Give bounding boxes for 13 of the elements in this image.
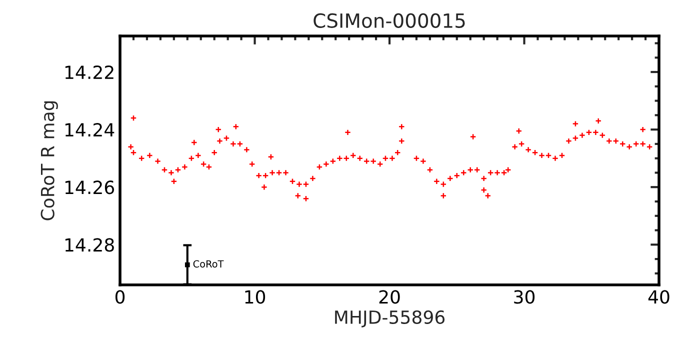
x-tick-label: 40 — [648, 290, 670, 304]
y-tick-label: 14.28 — [65, 238, 114, 252]
y-axis-title: CoRoT R mag — [40, 101, 58, 220]
x-tick-label: 0 — [115, 290, 125, 304]
y-tick-label: 14.26 — [65, 180, 114, 194]
series-label: CoRoT — [193, 260, 224, 268]
x-tick-label: 10 — [245, 290, 266, 304]
chart-title: CSIMon-000015 — [314, 13, 465, 28]
x-axis-title: MHJD-55896 — [335, 310, 445, 328]
y-tick-label: 14.24 — [65, 123, 114, 136]
x-tick-label: 30 — [514, 290, 535, 304]
x-tick-label: 20 — [379, 290, 400, 304]
y-tick-label: 14.22 — [65, 65, 114, 79]
